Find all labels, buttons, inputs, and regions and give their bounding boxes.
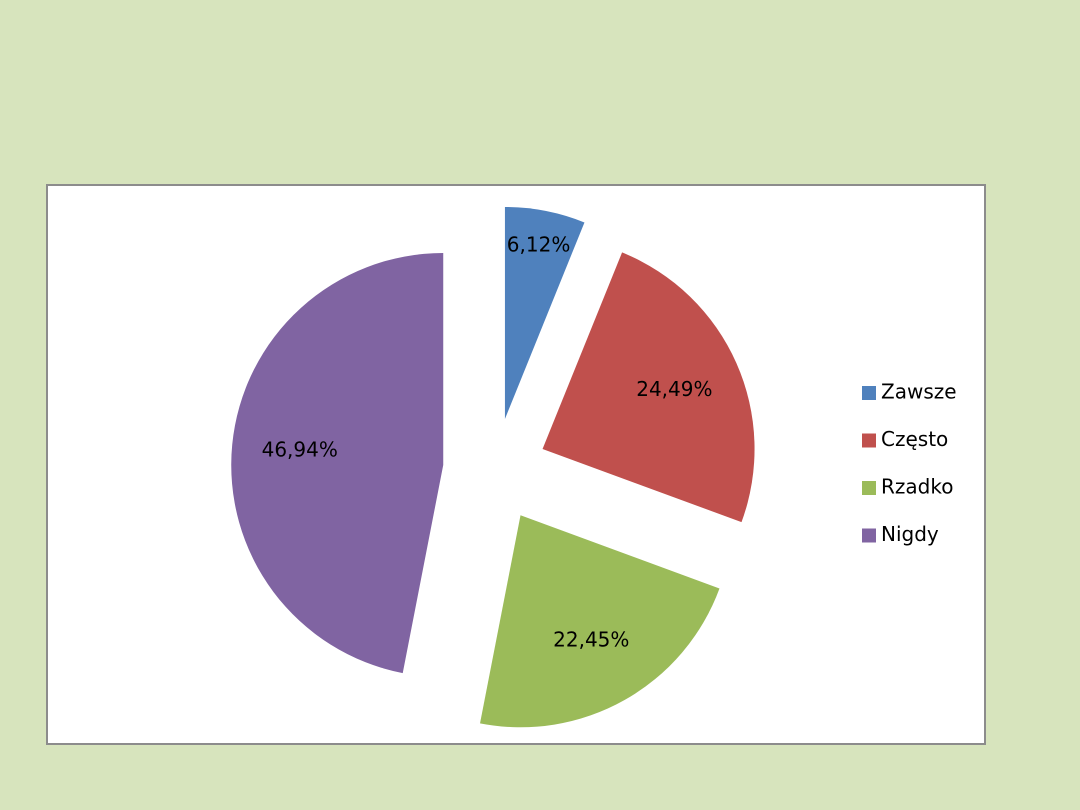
data-label: 22,45% — [553, 627, 629, 651]
data-label: 6,12% — [507, 233, 571, 257]
legend-label: Nigdy — [881, 522, 939, 546]
legend-swatch — [862, 528, 876, 543]
data-label: 24,49% — [636, 377, 712, 401]
legend-label: Rzadko — [881, 475, 953, 499]
legend-swatch — [862, 481, 876, 495]
pie-slice — [504, 206, 585, 419]
legend-label: Zawsze — [881, 380, 957, 404]
pie-slice — [542, 252, 755, 523]
legend-label: Często — [881, 427, 948, 451]
pie-slice — [480, 515, 720, 728]
legend-swatch — [862, 433, 876, 448]
legend-swatch — [862, 386, 876, 400]
pie-slice — [231, 253, 444, 674]
data-label: 46,94% — [262, 438, 338, 462]
